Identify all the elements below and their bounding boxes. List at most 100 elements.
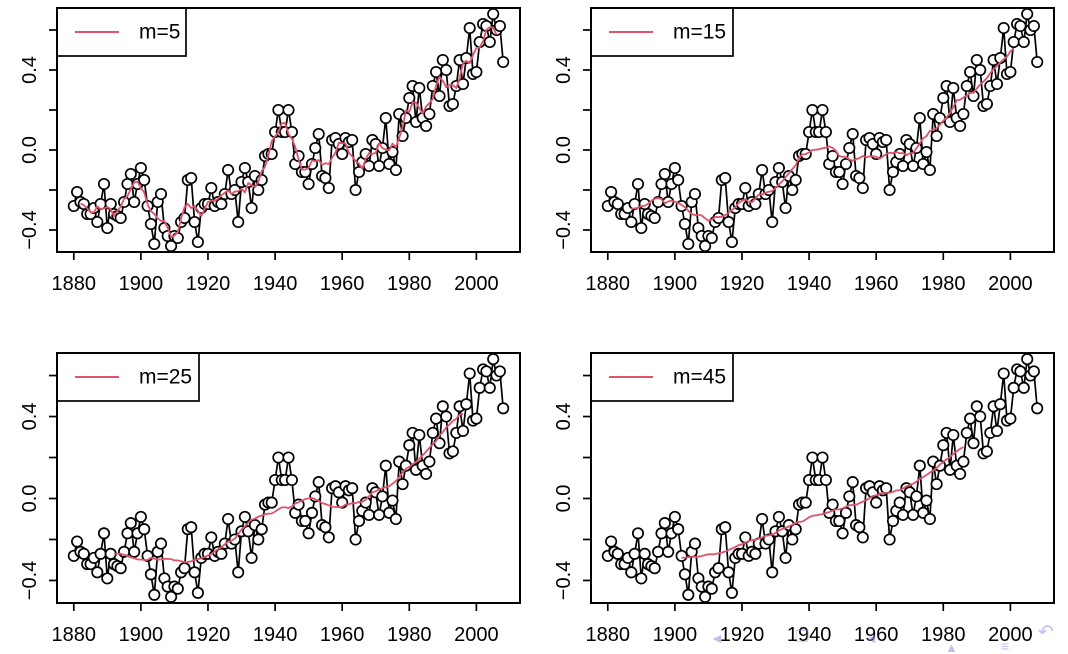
data-point-marker xyxy=(148,588,161,601)
data-point-marker xyxy=(426,426,439,439)
data-point-marker xyxy=(937,439,950,452)
data-point-marker xyxy=(322,531,335,544)
data-point-marker xyxy=(171,231,184,245)
data-point-marker xyxy=(379,111,392,125)
data-point-marker xyxy=(245,551,258,564)
data-point-marker xyxy=(101,572,114,585)
data-point-marker xyxy=(493,365,506,378)
data-point-marker xyxy=(473,381,486,394)
data-point-marker xyxy=(749,197,762,211)
data-point-marker xyxy=(423,107,436,121)
data-point-marker xyxy=(980,97,993,111)
data-point-marker xyxy=(826,498,839,511)
data-point-marker xyxy=(957,107,970,121)
data-point-marker xyxy=(134,510,147,523)
data-point-marker xyxy=(997,21,1010,35)
data-point-marker xyxy=(947,428,960,442)
data-point-marker xyxy=(232,215,245,229)
data-point-marker xyxy=(134,161,147,175)
data-point-marker xyxy=(980,445,993,458)
plot-panel-m15: 1880 1900 1920 1940 1960 1980 2000 −0.4 0.0 0.4 m=… xyxy=(553,7,1055,295)
y-axis-tick-label: −0.4 xyxy=(553,210,575,249)
data-point-marker xyxy=(638,547,651,560)
data-point-marker xyxy=(937,91,950,105)
data-point-marker xyxy=(487,7,500,21)
data-point-marker xyxy=(772,161,785,175)
data-point-marker xyxy=(413,428,426,442)
data-point-marker xyxy=(913,459,926,472)
data-point-marker xyxy=(846,127,859,141)
data-point-marker xyxy=(124,167,137,181)
data-point-marker xyxy=(430,412,443,425)
x-axis-tick-label: 1920 xyxy=(720,624,765,646)
data-point-marker xyxy=(362,508,376,521)
data-point-marker xyxy=(403,439,416,452)
data-point-marker xyxy=(856,531,869,544)
data-point-marker xyxy=(1014,365,1027,378)
data-point-marker xyxy=(1027,19,1040,33)
data-point-marker xyxy=(138,173,151,187)
data-point-marker xyxy=(611,197,624,211)
y-axis-tick-label: 0.0 xyxy=(19,136,41,164)
data-point-marker xyxy=(628,547,641,560)
data-point-marker xyxy=(1017,35,1030,49)
data-point-marker xyxy=(974,63,987,77)
data-point-marker xyxy=(483,35,496,49)
data-point-marker xyxy=(886,514,900,528)
data-point-marker xyxy=(440,410,453,423)
data-point-marker xyxy=(302,177,315,191)
data-point-marker xyxy=(920,145,933,159)
smoother-line xyxy=(113,412,464,564)
data-point-marker xyxy=(305,506,319,519)
data-point-marker xyxy=(1017,381,1030,394)
data-point-marker xyxy=(786,533,799,546)
data-point-marker xyxy=(185,171,198,185)
data-point-marker xyxy=(913,111,926,125)
data-point-marker xyxy=(282,103,295,117)
data-point-marker xyxy=(722,566,735,579)
data-point-marker xyxy=(379,459,392,472)
data-point-marker xyxy=(245,201,258,215)
data-point-marker xyxy=(833,514,846,528)
data-point-marker xyxy=(121,527,134,540)
data-point-marker xyxy=(413,81,426,95)
data-point-marker xyxy=(907,508,920,521)
data-point-marker xyxy=(990,424,1004,437)
data-point-marker xyxy=(238,510,251,523)
data-point-marker xyxy=(816,451,829,464)
data-point-marker xyxy=(222,512,235,526)
data-point-marker xyxy=(430,65,443,79)
data-point-marker xyxy=(843,490,856,503)
data-point-marker xyxy=(396,478,409,491)
data-point-marker xyxy=(725,586,738,599)
x-axis-tick-label: 2000 xyxy=(988,273,1032,295)
data-point-marker xyxy=(403,91,416,105)
data-point-marker xyxy=(625,215,638,229)
data-point-marker xyxy=(154,187,168,201)
y-axis-tick-label: 0.4 xyxy=(553,403,575,431)
data-point-marker xyxy=(672,523,685,536)
y-axis-tick-label: 0.4 xyxy=(553,56,575,84)
data-point-marker xyxy=(463,21,476,35)
y-axis-tick-label: 0.0 xyxy=(19,485,41,513)
data-point-marker xyxy=(779,551,792,564)
data-point-marker xyxy=(349,533,362,546)
data-point-marker xyxy=(188,215,201,229)
data-point-marker xyxy=(719,171,732,185)
data-point-marker xyxy=(682,237,695,251)
data-point-marker xyxy=(819,125,832,139)
data-point-marker xyxy=(178,562,191,575)
data-point-marker xyxy=(1004,65,1017,79)
data-point-marker xyxy=(319,521,332,534)
data-point-marker xyxy=(191,235,204,249)
data-point-marker xyxy=(883,533,896,546)
x-axis-tick-label: 1900 xyxy=(653,624,698,646)
data-point-marker xyxy=(920,494,933,507)
plot-panel-m45: 1880 1900 1920 1940 1960 1980 2000 −0.4 0.0 0.4 m=… xyxy=(553,352,1055,646)
data-point-marker xyxy=(252,533,265,546)
data-point-marker xyxy=(631,527,645,540)
data-point-marker xyxy=(255,523,268,536)
data-point-marker xyxy=(188,566,201,579)
y-axis-tick-label: 0.0 xyxy=(553,136,575,164)
data-point-marker xyxy=(786,183,799,197)
